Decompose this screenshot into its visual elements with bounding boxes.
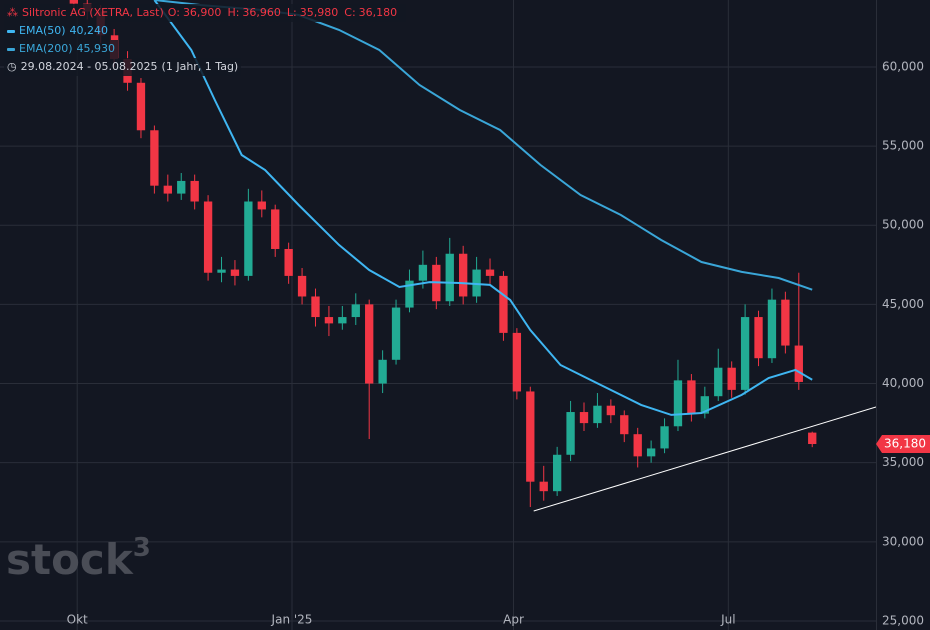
candle-body xyxy=(579,412,589,424)
candle-body xyxy=(781,299,790,346)
candle-body xyxy=(767,299,777,359)
candle-body xyxy=(593,405,602,424)
candle-body xyxy=(526,391,535,482)
candle-body xyxy=(244,201,253,276)
candle-body xyxy=(539,481,548,492)
ema-name: EMA(200) xyxy=(19,42,73,55)
candle-body xyxy=(754,317,763,359)
ema-line xyxy=(153,0,813,416)
y-tick-label: 45,000 xyxy=(882,297,924,311)
candle-body xyxy=(740,317,750,390)
candle-body xyxy=(391,307,401,360)
candle-body xyxy=(687,380,696,414)
candle-body xyxy=(445,253,454,302)
legend: ⁂ Siltronic AG (XETRA, Last) O: 36,900 H: 3… xyxy=(4,4,407,76)
clock-icon: ◷ xyxy=(7,60,17,73)
candle-body xyxy=(203,201,213,273)
candle-body xyxy=(365,304,374,384)
ohlc-label: O: xyxy=(167,6,180,19)
ema-value: 45,930 xyxy=(76,42,116,55)
interval: (1 Jahr, 1 Tag) xyxy=(161,60,239,73)
y-tick-label: 50,000 xyxy=(882,218,924,232)
ohlc: O: 36,900 H: 36,960 L: 35,980 C: 36,180 xyxy=(168,4,403,22)
y-tick-label: 35,000 xyxy=(882,455,924,469)
trendline xyxy=(533,406,876,512)
ohlc-value: 36,960 xyxy=(242,6,281,19)
candle-body xyxy=(324,317,334,324)
candle-body xyxy=(727,367,736,390)
y-tick-label: 40,000 xyxy=(882,376,924,390)
candle-body xyxy=(552,454,562,492)
ohlc-value: 36,180 xyxy=(358,6,398,19)
ohlc-label: H: xyxy=(227,6,240,19)
candle-body xyxy=(700,396,709,414)
candle-body xyxy=(177,180,186,194)
last-price-label: 36,180 xyxy=(884,437,926,451)
candle-body xyxy=(714,367,723,397)
candle-body xyxy=(217,269,226,273)
candle-body xyxy=(459,253,468,297)
range-row: ◷ 29.08.2024 - 05.08.2025 (1 Jahr, 1 Tag) xyxy=(4,58,242,76)
candle-body xyxy=(566,412,575,455)
watermark-sup: 3 xyxy=(133,533,151,563)
candle-body xyxy=(163,185,172,194)
last-price-tag xyxy=(876,435,930,454)
candle-body xyxy=(297,275,307,297)
candle-body xyxy=(271,209,280,249)
candle-body xyxy=(472,269,481,297)
candle-body xyxy=(405,280,414,308)
candle-body xyxy=(418,264,428,281)
candle-body xyxy=(230,269,240,276)
candle-body xyxy=(136,82,146,131)
candle-body xyxy=(633,434,642,457)
ema-swatch xyxy=(7,29,15,33)
x-tick-label: Jul xyxy=(720,613,735,627)
candle-body xyxy=(69,0,79,4)
watermark-text: stock xyxy=(6,535,134,584)
candle-body xyxy=(808,432,817,445)
candle-body xyxy=(257,201,266,210)
y-tick-label: 55,000 xyxy=(882,139,924,153)
candle-body xyxy=(660,426,669,449)
y-tick-label: 30,000 xyxy=(882,534,924,548)
ema-value: 40,240 xyxy=(69,24,109,37)
y-tick-label: 60,000 xyxy=(882,59,924,73)
candle-body xyxy=(794,345,803,382)
symbol-row: ⁂ Siltronic AG (XETRA, Last) O: 36,900 H: 3… xyxy=(4,4,407,22)
candle-body xyxy=(338,317,347,324)
y-tick-label: 25,000 xyxy=(882,613,924,627)
x-tick-label: Jan '25 xyxy=(271,613,313,627)
candle-body xyxy=(351,304,360,318)
chart-icon: ⁂ xyxy=(7,6,18,19)
ohlc-label: C: xyxy=(344,6,356,19)
ema-swatch xyxy=(7,47,15,51)
x-tick-label: Okt xyxy=(67,613,88,627)
ema-row: EMA(50) 40,240 xyxy=(4,22,112,40)
candle-body xyxy=(499,275,508,333)
candle-body xyxy=(646,448,656,457)
candle-body xyxy=(190,180,199,202)
date-range: 29.08.2024 - 05.08.2025 xyxy=(20,60,158,73)
candle-body xyxy=(150,130,159,186)
candle-body xyxy=(378,359,387,384)
candle-body xyxy=(512,332,522,392)
ohlc-value: 36,900 xyxy=(182,6,222,19)
ohlc-value: 35,980 xyxy=(299,6,339,19)
ema-name: EMA(50) xyxy=(19,24,66,37)
x-tick-label: Apr xyxy=(503,613,524,627)
candle-body xyxy=(485,269,495,276)
ema-row: EMA(200) 45,930 xyxy=(4,40,119,58)
watermark: stock3 xyxy=(6,533,151,584)
candle-body xyxy=(311,296,320,318)
candle-body xyxy=(606,405,616,416)
candle-body xyxy=(673,380,683,427)
candle-body xyxy=(620,415,629,435)
symbol-title: Siltronic AG (XETRA, Last) xyxy=(22,6,164,19)
candle-body xyxy=(284,248,293,276)
ohlc-label: L: xyxy=(286,6,297,19)
